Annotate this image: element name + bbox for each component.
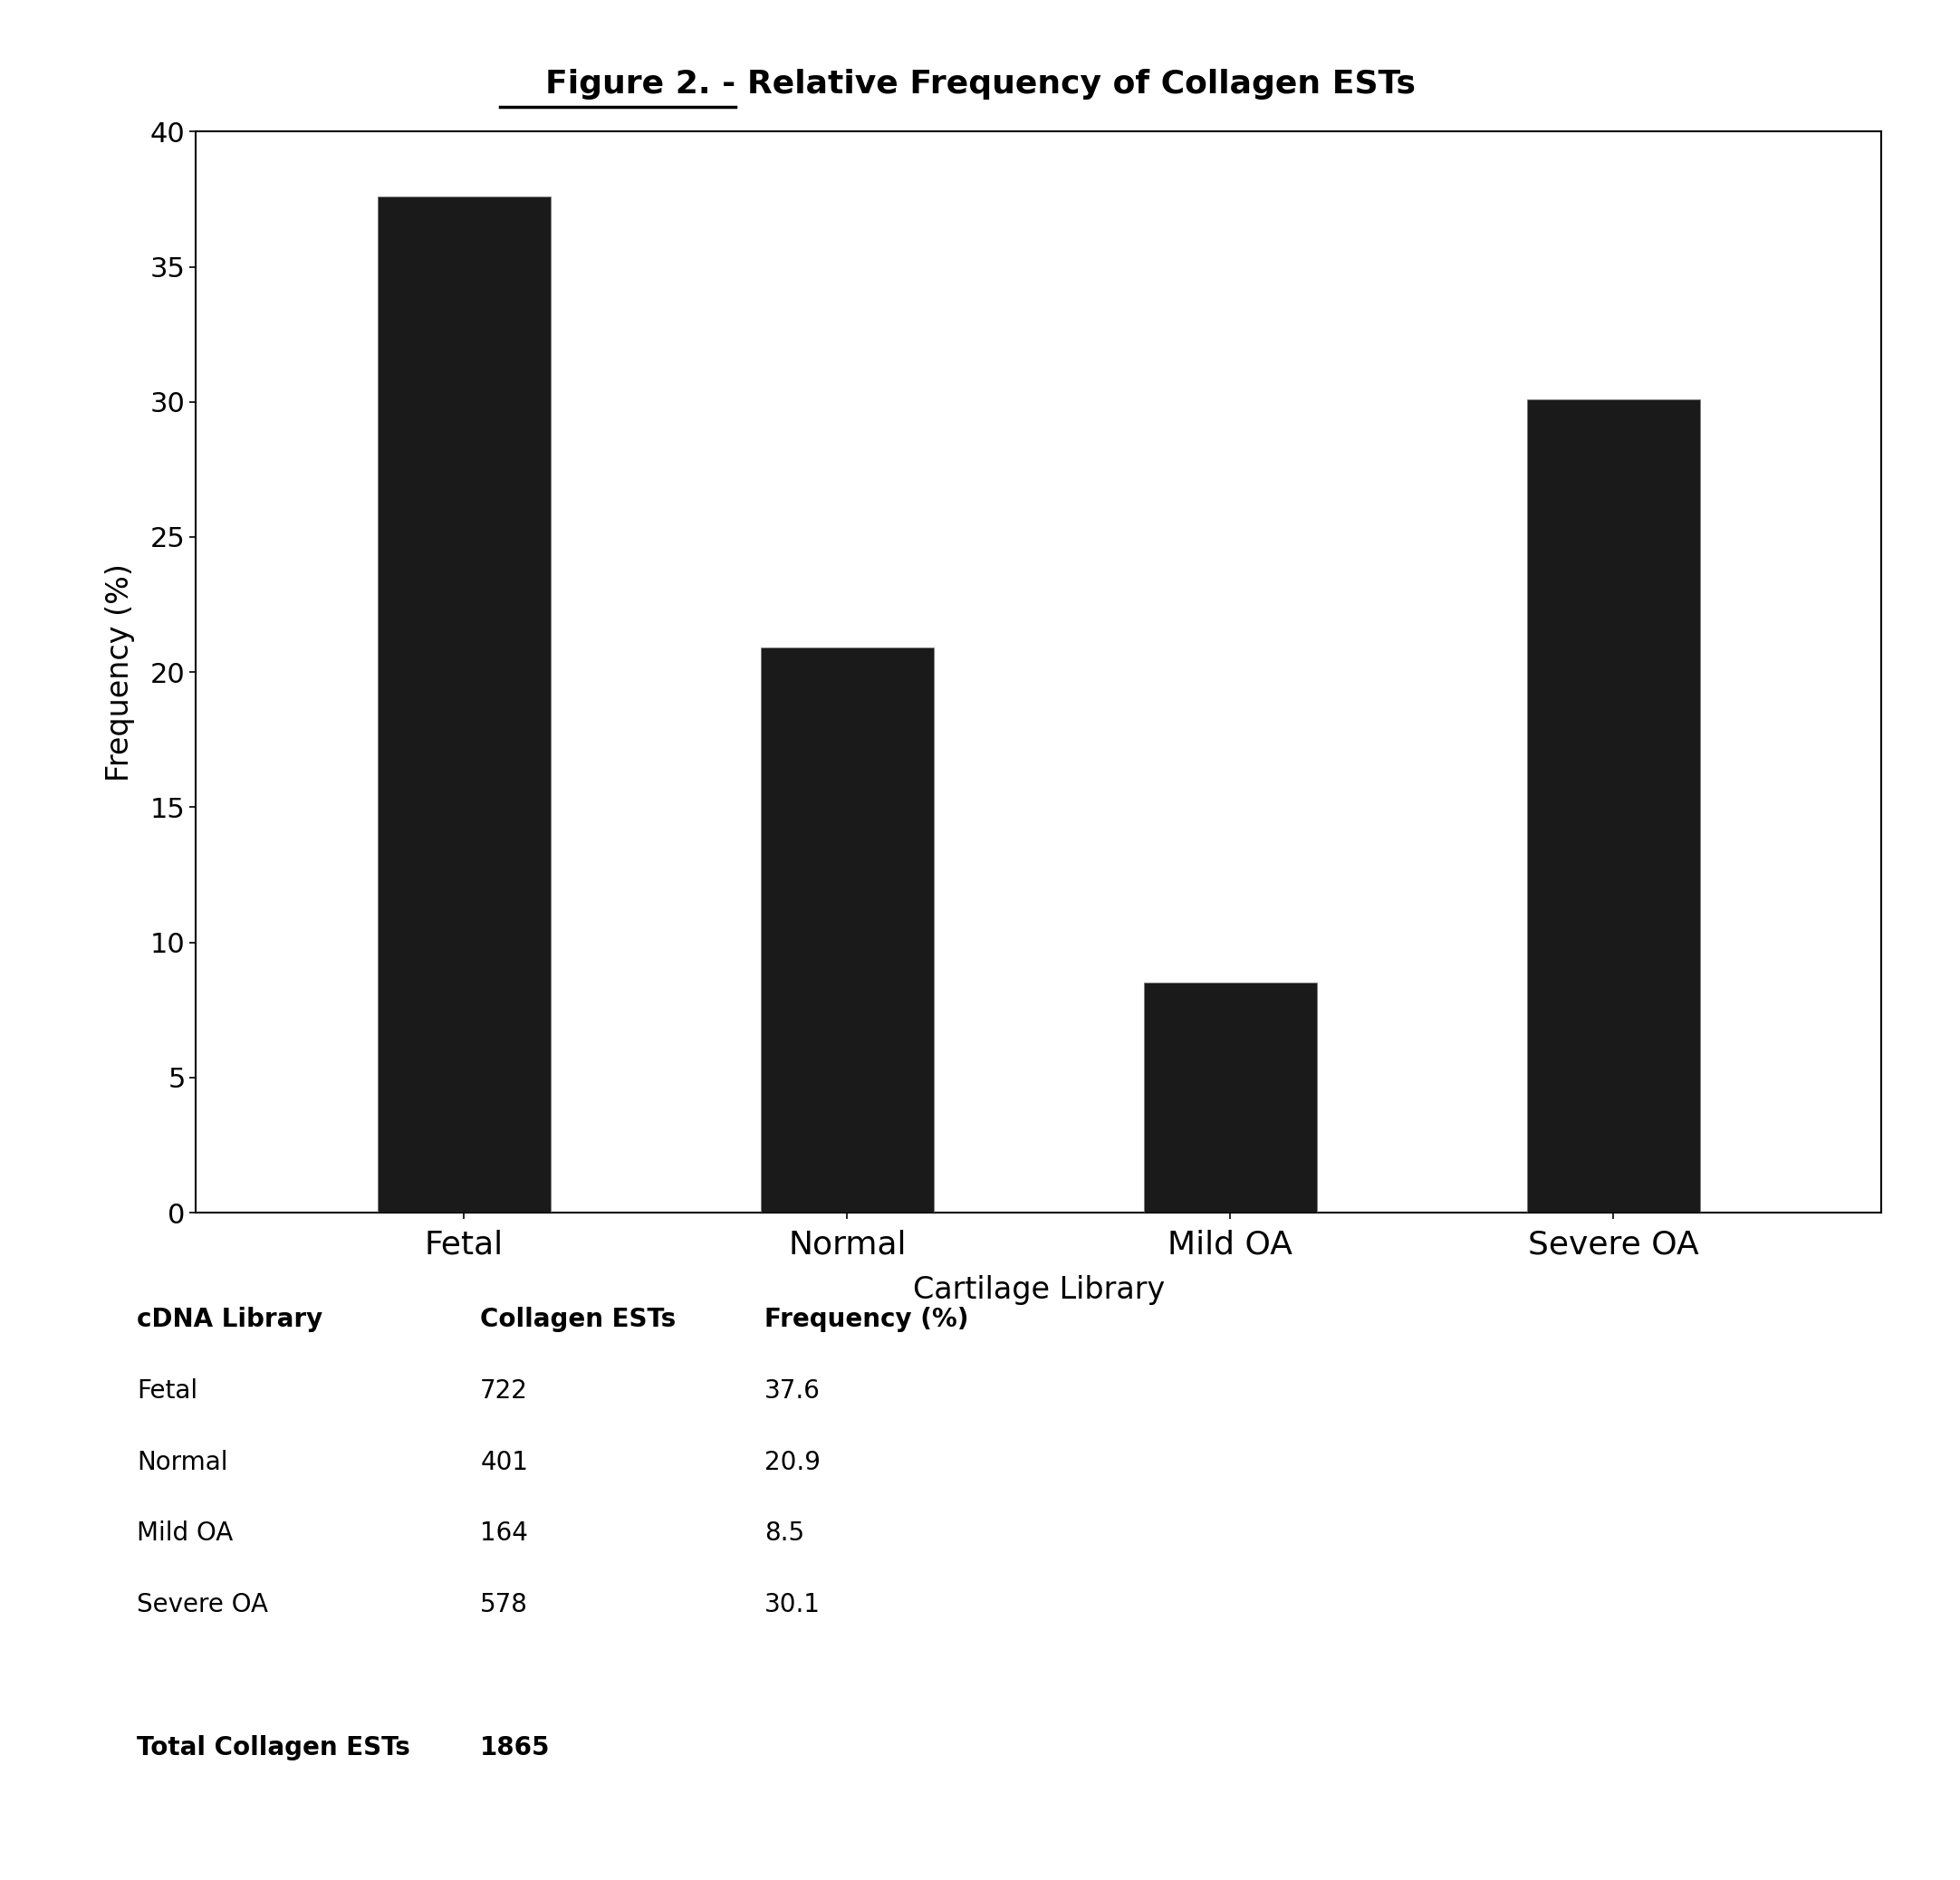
Text: Total Collagen ESTs: Total Collagen ESTs — [137, 1735, 410, 1760]
Text: cDNA Library: cDNA Library — [137, 1307, 323, 1331]
Bar — [1145, 983, 1317, 1213]
Text: 37.6: 37.6 — [764, 1378, 821, 1402]
Text: 578: 578 — [480, 1592, 527, 1617]
Text: 30.1: 30.1 — [764, 1592, 821, 1617]
Text: Fetal: Fetal — [137, 1378, 198, 1402]
Text: Mild OA: Mild OA — [137, 1521, 233, 1545]
X-axis label: Cartilage Library: Cartilage Library — [913, 1275, 1164, 1305]
Text: 20.9: 20.9 — [764, 1449, 821, 1474]
Text: Frequency (%): Frequency (%) — [764, 1307, 968, 1331]
Bar — [760, 649, 933, 1213]
Bar — [378, 197, 551, 1213]
Text: 722: 722 — [480, 1378, 527, 1402]
Text: Figure 2. - Relative Frequency of Collagen ESTs: Figure 2. - Relative Frequency of Collag… — [545, 70, 1415, 100]
Text: Severe OA: Severe OA — [137, 1592, 269, 1617]
Text: 8.5: 8.5 — [764, 1521, 804, 1545]
Text: Collagen ESTs: Collagen ESTs — [480, 1307, 676, 1331]
Text: Normal: Normal — [137, 1449, 227, 1474]
Text: 401: 401 — [480, 1449, 527, 1474]
Bar — [1527, 399, 1699, 1213]
Text: 164: 164 — [480, 1521, 527, 1545]
Y-axis label: Frequency (%): Frequency (%) — [106, 562, 135, 782]
Text: 1865: 1865 — [480, 1735, 551, 1760]
